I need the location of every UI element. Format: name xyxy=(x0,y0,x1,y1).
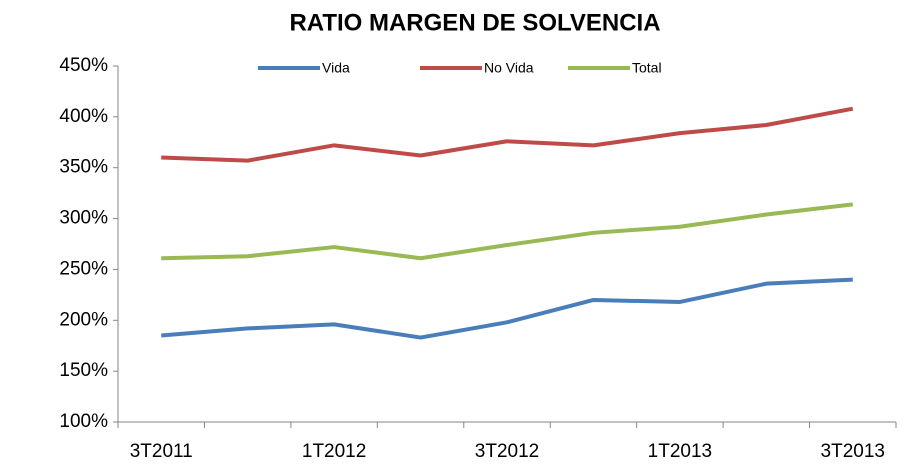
y-tick-label: 200% xyxy=(59,309,108,330)
x-tick-label: 3T2013 xyxy=(821,441,885,462)
series-line xyxy=(161,202,854,261)
y-tick-label: 400% xyxy=(59,106,108,127)
y-tick-label: 300% xyxy=(59,208,108,229)
y-tick-label: 100% xyxy=(59,411,108,432)
y-tick-label: 350% xyxy=(59,157,108,178)
chart-title: RATIO MARGEN DE SOLVENCIA xyxy=(289,9,660,36)
x-tick-label: 3T2012 xyxy=(475,441,539,462)
x-tick-label: 3T2011 xyxy=(130,441,193,462)
x-tick-label: 1T2013 xyxy=(648,441,712,462)
y-tick-label: 250% xyxy=(59,258,108,279)
series-line xyxy=(161,106,854,163)
series-line xyxy=(161,277,853,340)
legend-label: No Vida xyxy=(484,60,534,76)
y-tick-label: 150% xyxy=(59,360,108,381)
y-tick-label: 450% xyxy=(59,55,108,76)
x-tick-label: 1T2012 xyxy=(302,441,366,462)
legend-label: Vida xyxy=(322,60,350,76)
legend-label: Total xyxy=(632,60,662,76)
